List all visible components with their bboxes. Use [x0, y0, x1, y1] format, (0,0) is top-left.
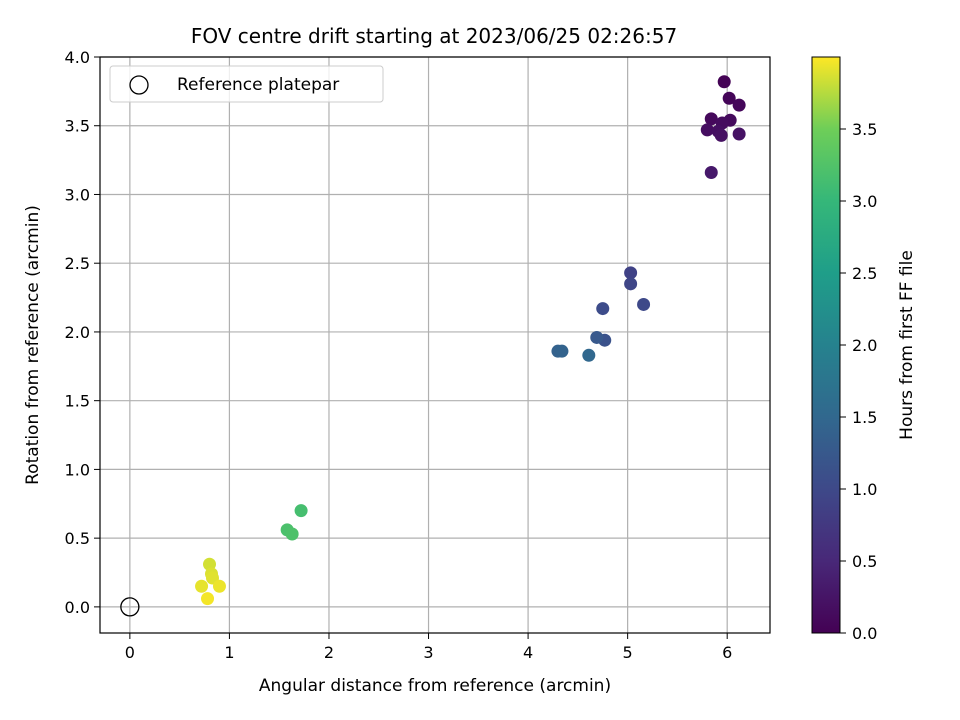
- legend-entry-reference: Reference platepar: [177, 75, 339, 95]
- data-point: [637, 297, 651, 311]
- data-point: [596, 302, 610, 316]
- data-point: [732, 127, 746, 141]
- legend: Reference platepar: [109, 65, 384, 103]
- y-tick-label: 3.5: [65, 117, 90, 136]
- x-axis-label: Angular distance from reference (arcmin): [259, 676, 611, 696]
- x-tick-label: 0: [125, 643, 135, 662]
- colorbar-label: Hours from first FF file: [897, 250, 917, 440]
- grid: [100, 56, 770, 633]
- data-point: [624, 277, 638, 291]
- y-tick-label: 2.0: [65, 323, 90, 342]
- data-point: [704, 112, 718, 126]
- data-point: [590, 330, 604, 344]
- y-tick-label: 0.5: [65, 529, 90, 548]
- colorbar-tick-label: 0.0: [852, 624, 877, 643]
- x-tick-label: 4: [523, 643, 533, 662]
- y-tick-label: 4.0: [65, 48, 90, 67]
- data-point: [717, 75, 731, 89]
- x-tick-label: 1: [224, 643, 234, 662]
- reference-platepar-marker: [120, 597, 140, 617]
- y-axis-label: Rotation from reference (arcmin): [23, 205, 43, 485]
- x-tick-label: 3: [423, 643, 433, 662]
- y-tick-label: 1.5: [65, 392, 90, 411]
- y-axis-ticks: 0.0 0.5 1.0 1.5 2.0 2.5 3.0 3.5 4.0: [65, 48, 100, 617]
- x-tick-label: 2: [324, 643, 334, 662]
- data-point: [624, 266, 638, 280]
- colorbar-tick-label: 3.0: [852, 192, 877, 211]
- data-point: [714, 128, 728, 142]
- data-point: [722, 91, 736, 105]
- data-point: [212, 579, 226, 593]
- data-point: [195, 579, 209, 593]
- colorbar-tick-label: 2.5: [852, 264, 877, 283]
- colorbar-gradient: [811, 56, 841, 634]
- y-tick-label: 2.5: [65, 254, 90, 273]
- plot-area-frame: [99, 56, 771, 634]
- data-point: [704, 165, 718, 179]
- legend-box: [109, 65, 384, 103]
- data-point: [700, 123, 714, 137]
- x-tick-label: 5: [623, 643, 633, 662]
- colorbar: 0.0 0.5 1.0 1.5 2.0 2.5 3.0 3.5 Hours from firs…: [811, 56, 917, 643]
- y-tick-label: 3.0: [65, 185, 90, 204]
- x-axis-ticks: 0 1 2 3 4 5 6: [125, 633, 732, 662]
- data-point: [294, 504, 308, 518]
- colorbar-tick-label: 2.0: [852, 336, 877, 355]
- data-point: [555, 344, 569, 358]
- scatter-points: [120, 75, 746, 617]
- colorbar-tick-label: 1.5: [852, 408, 877, 427]
- legend-reference-marker: [129, 75, 149, 95]
- colorbar-tick-label: 1.0: [852, 480, 877, 499]
- colorbar-tick-label: 0.5: [852, 552, 877, 571]
- data-point: [285, 527, 299, 541]
- colorbar-ticks: 0.0 0.5 1.0 1.5 2.0 2.5 3.0 3.5: [840, 120, 877, 643]
- data-point: [582, 348, 596, 362]
- data-point: [201, 592, 215, 606]
- y-tick-label: 0.0: [65, 598, 90, 617]
- colorbar-tick-label: 3.5: [852, 120, 877, 139]
- x-tick-label: 6: [722, 643, 732, 662]
- y-tick-label: 1.0: [65, 460, 90, 479]
- chart-title: FOV centre drift starting at 2023/06/25 …: [191, 24, 677, 48]
- data-point: [732, 98, 746, 112]
